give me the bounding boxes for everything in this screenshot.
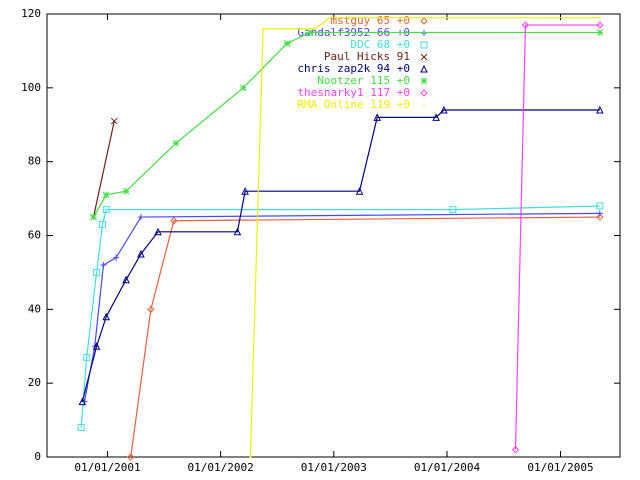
legend-marker [420,64,428,73]
point-marker [137,249,145,258]
y-tick-label: 20 [28,376,41,389]
point-marker [373,113,382,121]
x-tick-label: 01/01/2002 [188,461,254,474]
y-tick-label: 60 [28,229,41,242]
point-marker [172,139,180,147]
point-marker [113,254,120,261]
point-marker [77,423,85,431]
point-marker [110,117,118,125]
point-marker [233,227,242,236]
x-tick-label: 01/01/2004 [414,461,481,474]
point-marker [306,29,314,36]
legend-marker [420,17,428,25]
point-marker [99,220,107,228]
point-marker [102,206,110,214]
series-line [92,31,600,218]
x-tick-label: 01/01/2005 [527,461,593,474]
point-marker [511,445,520,454]
legend-label: chris zap2k 94 +0 [297,62,410,75]
y-tick-label: 40 [28,302,41,315]
y-tick-label: 100 [21,81,41,94]
legend-label: Nootzer 115 +0 [317,74,410,87]
point-marker [170,217,178,225]
point-marker [90,213,97,221]
point-marker [137,214,144,221]
legend-marker [420,53,428,61]
point-marker [122,275,130,284]
point-marker [596,202,604,210]
legend-label: RMA Online 119 +0 [297,98,410,111]
point-marker [596,29,604,36]
point-marker [100,262,107,269]
point-marker [449,206,457,214]
point-marker [154,227,162,236]
y-tick-label: 0 [34,450,41,463]
point-marker [432,113,440,121]
legend-label: thesnarky1 117 +0 [297,86,410,99]
point-marker [147,305,155,314]
point-marker [92,342,101,350]
point-marker [596,21,604,29]
point-marker [127,453,135,461]
legend-label: DDC 68 +0 [350,38,410,51]
series-line [130,216,600,458]
point-marker [596,213,604,221]
y-tick-label: 120 [21,7,41,20]
legend-label: Paul Hicks 91 [324,50,410,63]
point-marker [83,353,91,361]
point-marker [283,40,291,47]
point-marker [122,187,130,195]
x-tick-label: 01/01/2003 [301,461,367,474]
point-marker [521,21,530,29]
legend-marker [420,77,428,85]
point-marker [241,187,249,195]
point-marker [102,312,111,321]
series-line [514,24,600,450]
series-line [81,109,600,402]
point-marker [355,187,364,195]
legend-marker [420,41,428,49]
point-marker [102,191,110,199]
point-marker [440,105,448,114]
series-line [80,205,600,428]
point-marker [78,397,87,406]
series-line [92,120,115,218]
point-marker [93,268,101,276]
x-tick-label: 01/01/2001 [74,461,140,474]
series-line [249,17,600,458]
series-line [83,212,600,402]
point-marker [596,105,604,114]
point-marker [596,210,603,217]
y-tick-label: 80 [28,155,41,168]
legend-marker [420,89,428,97]
point-marker [239,84,247,92]
